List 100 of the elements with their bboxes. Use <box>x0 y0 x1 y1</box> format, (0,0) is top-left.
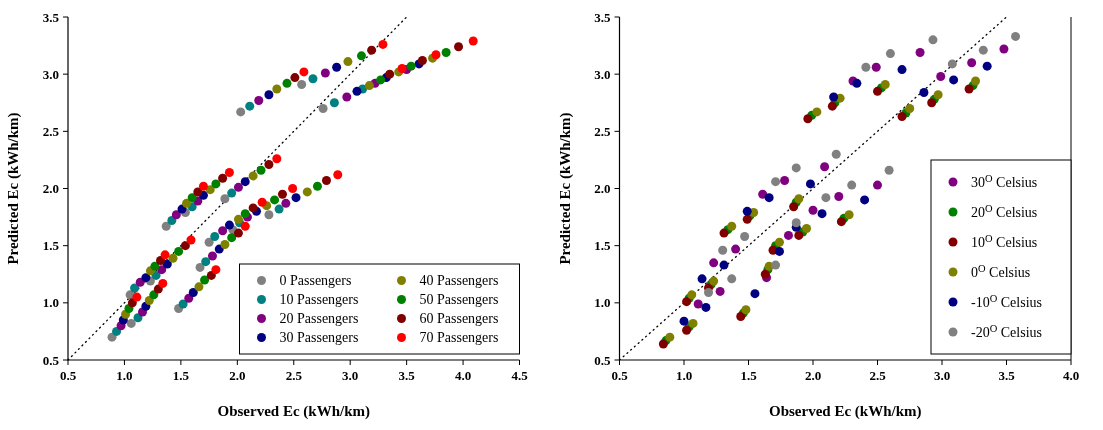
point <box>160 250 170 260</box>
y-tick-label: 1.0 <box>42 295 59 311</box>
point <box>364 81 374 91</box>
y-tick-label: 0.5 <box>594 352 611 368</box>
point <box>321 176 331 185</box>
point <box>211 265 221 275</box>
point <box>808 205 818 215</box>
x-tick-label: 3.5 <box>398 368 416 383</box>
point <box>794 230 804 240</box>
point <box>233 214 243 224</box>
point <box>178 299 188 309</box>
point <box>727 221 737 231</box>
point <box>150 261 160 271</box>
x-tick-label: 4.5 <box>511 368 529 383</box>
point <box>802 224 812 234</box>
point <box>385 69 395 79</box>
point <box>288 184 298 193</box>
point <box>220 194 230 204</box>
point <box>783 230 793 240</box>
legend-label: 50 Passengers <box>419 292 499 308</box>
legend-label: -20$^{O}$ Celsius <box>971 322 1042 340</box>
point <box>817 209 827 219</box>
point <box>233 228 243 238</box>
point <box>126 318 136 328</box>
x-tick-label: 3.5 <box>998 368 1016 383</box>
point <box>332 62 342 72</box>
legend-label: -10$^{O}$ Celsius <box>971 292 1042 310</box>
y-tick-label: 1.5 <box>594 238 611 254</box>
x-tick-label: 1.5 <box>172 368 190 383</box>
point <box>299 67 309 77</box>
y-tick-label: 1.0 <box>594 295 611 311</box>
point <box>193 187 203 197</box>
point <box>329 98 339 108</box>
point <box>333 170 343 180</box>
point <box>240 177 250 187</box>
point <box>264 159 274 169</box>
y-tick-label: 2.0 <box>594 181 611 197</box>
point <box>880 79 890 89</box>
point <box>356 51 366 61</box>
point <box>805 179 815 189</box>
point <box>157 265 167 275</box>
y-tick-label: 3.5 <box>42 9 60 25</box>
x-tick-label: 1.0 <box>675 368 693 383</box>
x-tick-label: 4.0 <box>1062 368 1080 383</box>
point <box>132 292 142 302</box>
point <box>207 251 217 261</box>
point <box>764 193 774 203</box>
legend-label: 20 Passengers <box>279 311 359 327</box>
point <box>771 260 781 270</box>
point <box>967 58 977 68</box>
point <box>829 92 839 102</box>
point <box>277 189 287 199</box>
point <box>312 181 322 191</box>
point <box>187 193 197 203</box>
x-tick-label: 4.0 <box>454 368 472 383</box>
point <box>688 318 698 328</box>
point <box>281 198 291 208</box>
point <box>873 86 882 96</box>
x-tick-label: 1.0 <box>116 368 133 383</box>
point <box>184 293 194 303</box>
point <box>847 180 857 190</box>
point <box>679 316 689 326</box>
point <box>308 74 318 84</box>
point <box>320 68 330 78</box>
point <box>144 296 154 306</box>
point <box>774 246 784 256</box>
point <box>227 188 237 198</box>
point <box>718 245 728 255</box>
point <box>256 165 266 175</box>
point <box>352 86 362 96</box>
point <box>682 297 692 307</box>
point <box>174 246 184 256</box>
point <box>834 192 844 201</box>
point <box>290 73 300 83</box>
point <box>130 283 140 293</box>
x-tick-label: 3.0 <box>933 368 951 383</box>
point <box>343 57 353 67</box>
legend-label: 40 Passengers <box>419 273 499 289</box>
point <box>665 332 675 342</box>
point <box>406 61 416 71</box>
point <box>791 163 801 173</box>
y-axis-title: Predicted Ec (kWh/km) <box>556 112 574 265</box>
point <box>186 235 196 245</box>
point <box>158 278 168 288</box>
point <box>205 185 215 195</box>
point <box>1011 31 1021 41</box>
point <box>264 90 274 100</box>
point <box>218 226 228 236</box>
point <box>871 62 881 72</box>
point <box>709 258 719 268</box>
y-tick-label: 2.5 <box>42 123 60 139</box>
point <box>218 173 228 183</box>
point <box>272 84 282 94</box>
legend-label: 60 Passengers <box>419 311 499 327</box>
point <box>204 237 214 247</box>
point <box>927 98 937 108</box>
x-tick-label: 0.5 <box>59 368 77 383</box>
x-tick-label: 2.0 <box>229 368 246 383</box>
point <box>342 92 352 102</box>
point <box>852 78 862 88</box>
